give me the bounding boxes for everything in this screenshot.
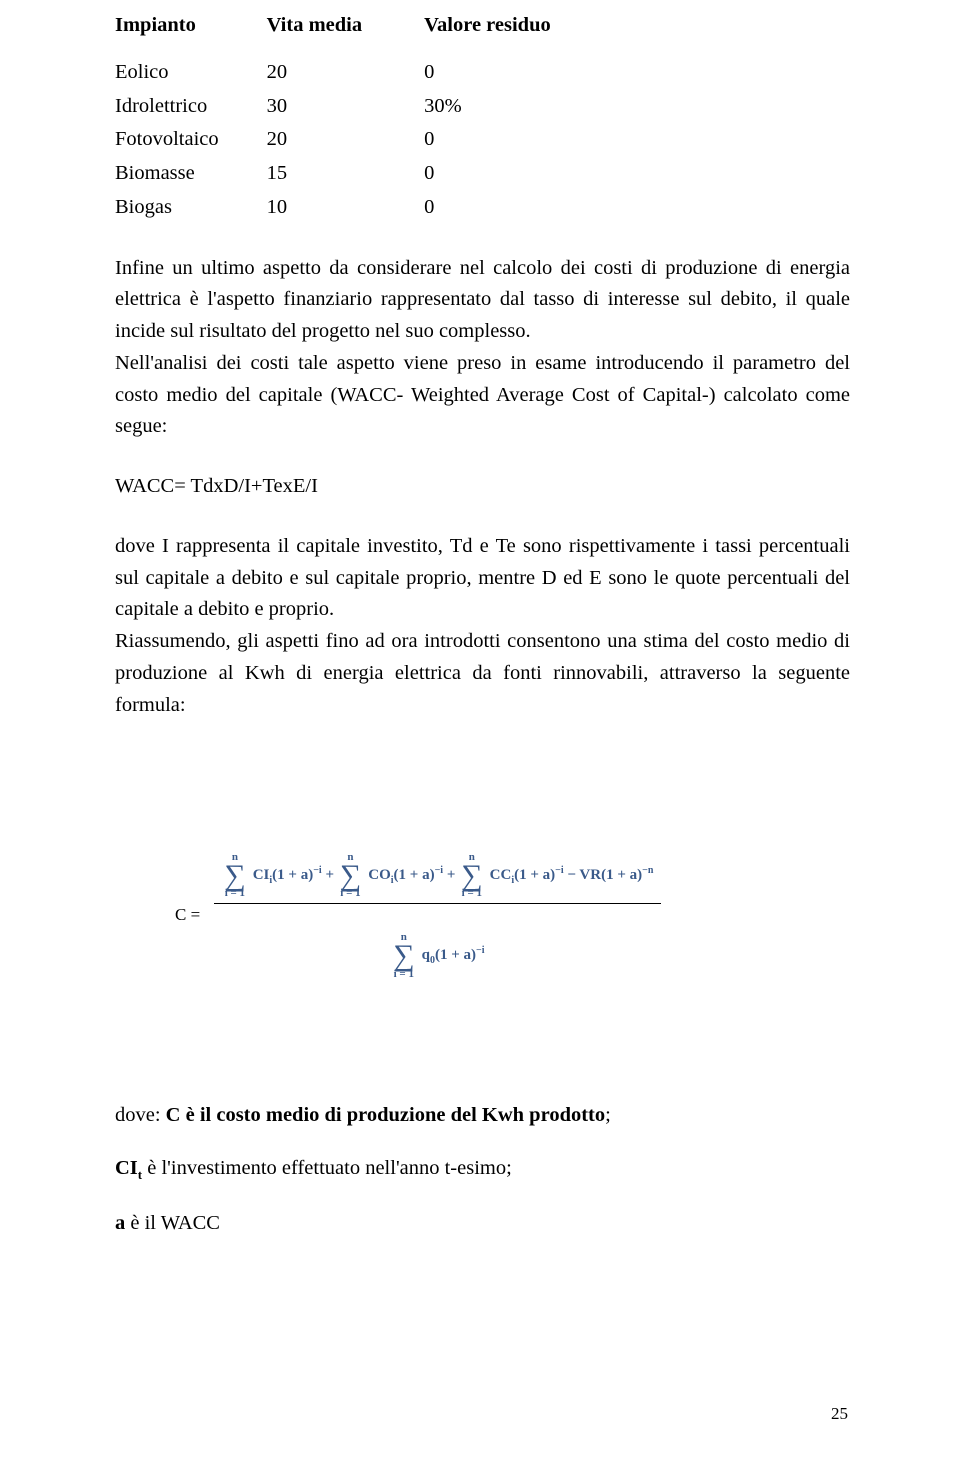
body-text: dove I rappresenta il capitale investito…	[115, 531, 850, 626]
body-text: Nell'analisi dei costi tale aspetto vien…	[115, 348, 850, 443]
cell: 0	[420, 123, 589, 157]
cell: 0	[420, 56, 589, 90]
cell: 30%	[420, 90, 589, 124]
cell: Eolico	[115, 56, 257, 90]
table-row: Biomasse 15 0	[115, 157, 589, 191]
th-impianto: Impianto	[115, 10, 257, 56]
cost-formula: C = n ∑ i = 1 CIi(1 + a)−i + n ∑ i = 1 C…	[115, 852, 850, 980]
table-row: Eolico 20 0	[115, 56, 589, 90]
th-vita-media: Vita media	[257, 10, 420, 56]
cell: 0	[420, 191, 589, 225]
cell: Fotovoltaico	[115, 123, 257, 157]
table-row: Fotovoltaico 20 0	[115, 123, 589, 157]
table-row: Idrolettrico 30 30%	[115, 90, 589, 124]
cell: Biomasse	[115, 157, 257, 191]
body-text: Riassumendo, gli aspetti fino ad ora int…	[115, 626, 850, 721]
cell: 0	[420, 157, 589, 191]
cell: 15	[257, 157, 420, 191]
legend-line: CIt è l'investimento effettuato nell'ann…	[115, 1153, 850, 1185]
table-row: Biogas 10 0	[115, 191, 589, 225]
formula-label: C =	[175, 902, 200, 928]
assumptions-table: Impianto Vita media Valore residuo Eolic…	[115, 10, 589, 225]
cell: 20	[257, 56, 420, 90]
cell: Biogas	[115, 191, 257, 225]
cell: 10	[257, 191, 420, 225]
body-text: Infine un ultimo aspetto da considerare …	[115, 253, 850, 348]
cell: Idrolettrico	[115, 90, 257, 124]
legend-line: dove: C è il costo medio di produzione d…	[115, 1100, 850, 1132]
formula-numerator: n ∑ i = 1 CIi(1 + a)−i + n ∑ i = 1 COi(1…	[214, 852, 661, 905]
cell: 20	[257, 123, 420, 157]
th-valore-residuo: Valore residuo	[420, 10, 589, 56]
wacc-formula: WACC= TdxD/I+TexE/I	[115, 471, 850, 503]
legend-block: dove: C è il costo medio di produzione d…	[115, 1100, 850, 1240]
formula-denominator: n ∑ i = 1 q0(1 + a)−i	[214, 904, 661, 980]
cell: 30	[257, 90, 420, 124]
page-number: 25	[831, 1401, 848, 1427]
legend-line: a è il WACC	[115, 1208, 850, 1240]
